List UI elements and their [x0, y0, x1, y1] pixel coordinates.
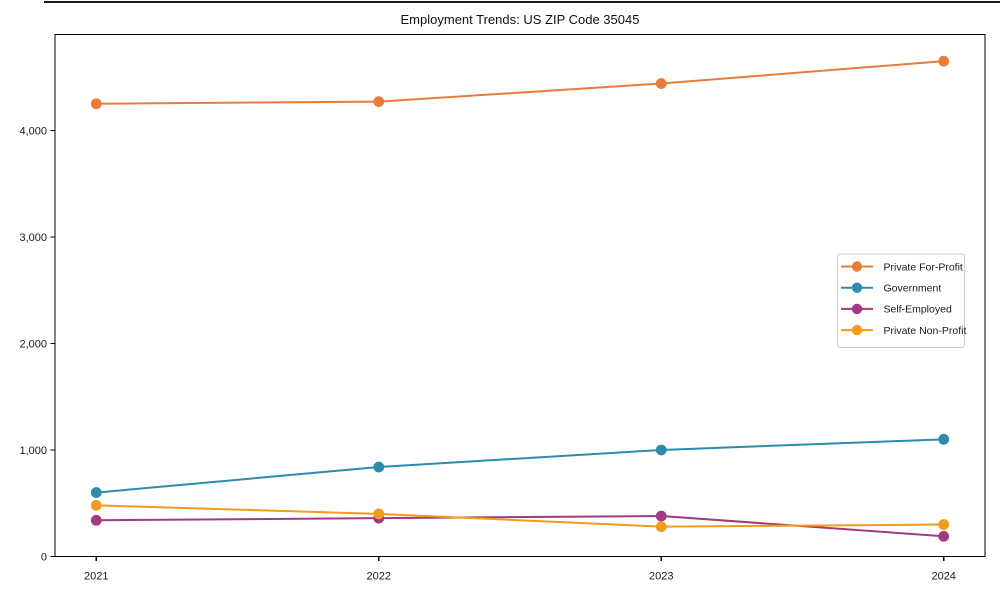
data-point-self-employed-2024 — [938, 530, 950, 542]
data-point-private-non-profit-2021 — [90, 499, 102, 511]
x-tick-label: 2021 — [84, 571, 108, 583]
plot-frame — [54, 33, 986, 558]
data-point-private-for-profit-2022 — [373, 96, 385, 108]
data-point-private-non-profit-2024 — [938, 519, 950, 530]
data-point-self-employed-2021 — [90, 514, 102, 526]
legend-marker-self-employed — [851, 303, 863, 315]
legend-item-private-for-profit: Private For-Profit — [841, 261, 963, 273]
data-point-private-for-profit-2021 — [90, 98, 102, 110]
series-government — [90, 433, 950, 498]
series-group — [90, 55, 950, 542]
plot-border — [54, 33, 986, 558]
legend-item-private-non-profit: Private Non-Profit — [841, 324, 967, 337]
data-point-private-for-profit-2024 — [938, 55, 950, 67]
series-line-private-non-profit — [96, 504, 944, 528]
data-point-private-non-profit-2022 — [373, 508, 385, 520]
data-point-private-for-profit-2023 — [655, 78, 667, 89]
legend-label-government: Government — [884, 283, 942, 295]
legend-marker-private-non-profit — [851, 324, 863, 336]
y-tick-label: 2,000 — [19, 338, 47, 350]
x-tick-label: 2023 — [649, 571, 673, 583]
legend-label-self-employed: Self-Employed — [884, 304, 952, 316]
axes: 0 1,000 2,000 3,000 4,000 2021 2022 2023 2024 — [19, 125, 955, 582]
series-private-for-profit — [90, 55, 950, 110]
y-tick-label: 4,000 — [19, 125, 47, 137]
chart-title: Employment Trends: US ZIP Code 35045 — [401, 12, 640, 27]
legend-marker-private-for-profit — [851, 261, 863, 272]
legend-marker-government — [851, 282, 863, 293]
series-private-non-profit — [90, 499, 950, 533]
data-point-government-2021 — [90, 487, 102, 498]
data-point-government-2024 — [938, 433, 950, 445]
series-line-government — [96, 438, 944, 494]
data-point-self-employed-2023 — [655, 510, 667, 522]
legend-label-private-for-profit: Private For-Profit — [884, 261, 963, 273]
legend-label-private-non-profit: Private Non-Profit — [884, 325, 967, 337]
legend-box — [837, 253, 965, 348]
y-tick-label: 3,000 — [19, 232, 47, 244]
legend: Private For-Profit Government Self-Employe… — [837, 253, 967, 348]
data-point-private-non-profit-2023 — [655, 521, 667, 533]
legend-item-government: Government — [841, 282, 942, 295]
window-top-border — [44, 1, 1000, 3]
series-line-private-for-profit — [96, 60, 944, 105]
x-tick-label: 2022 — [367, 571, 391, 583]
legend-item-self-employed: Self-Employed — [841, 303, 952, 316]
y-tick-label: 1,000 — [19, 445, 47, 457]
data-point-government-2022 — [373, 461, 385, 473]
y-tick-label: 0 — [41, 552, 47, 564]
data-point-government-2023 — [655, 444, 667, 456]
x-tick-label: 2024 — [931, 571, 955, 583]
